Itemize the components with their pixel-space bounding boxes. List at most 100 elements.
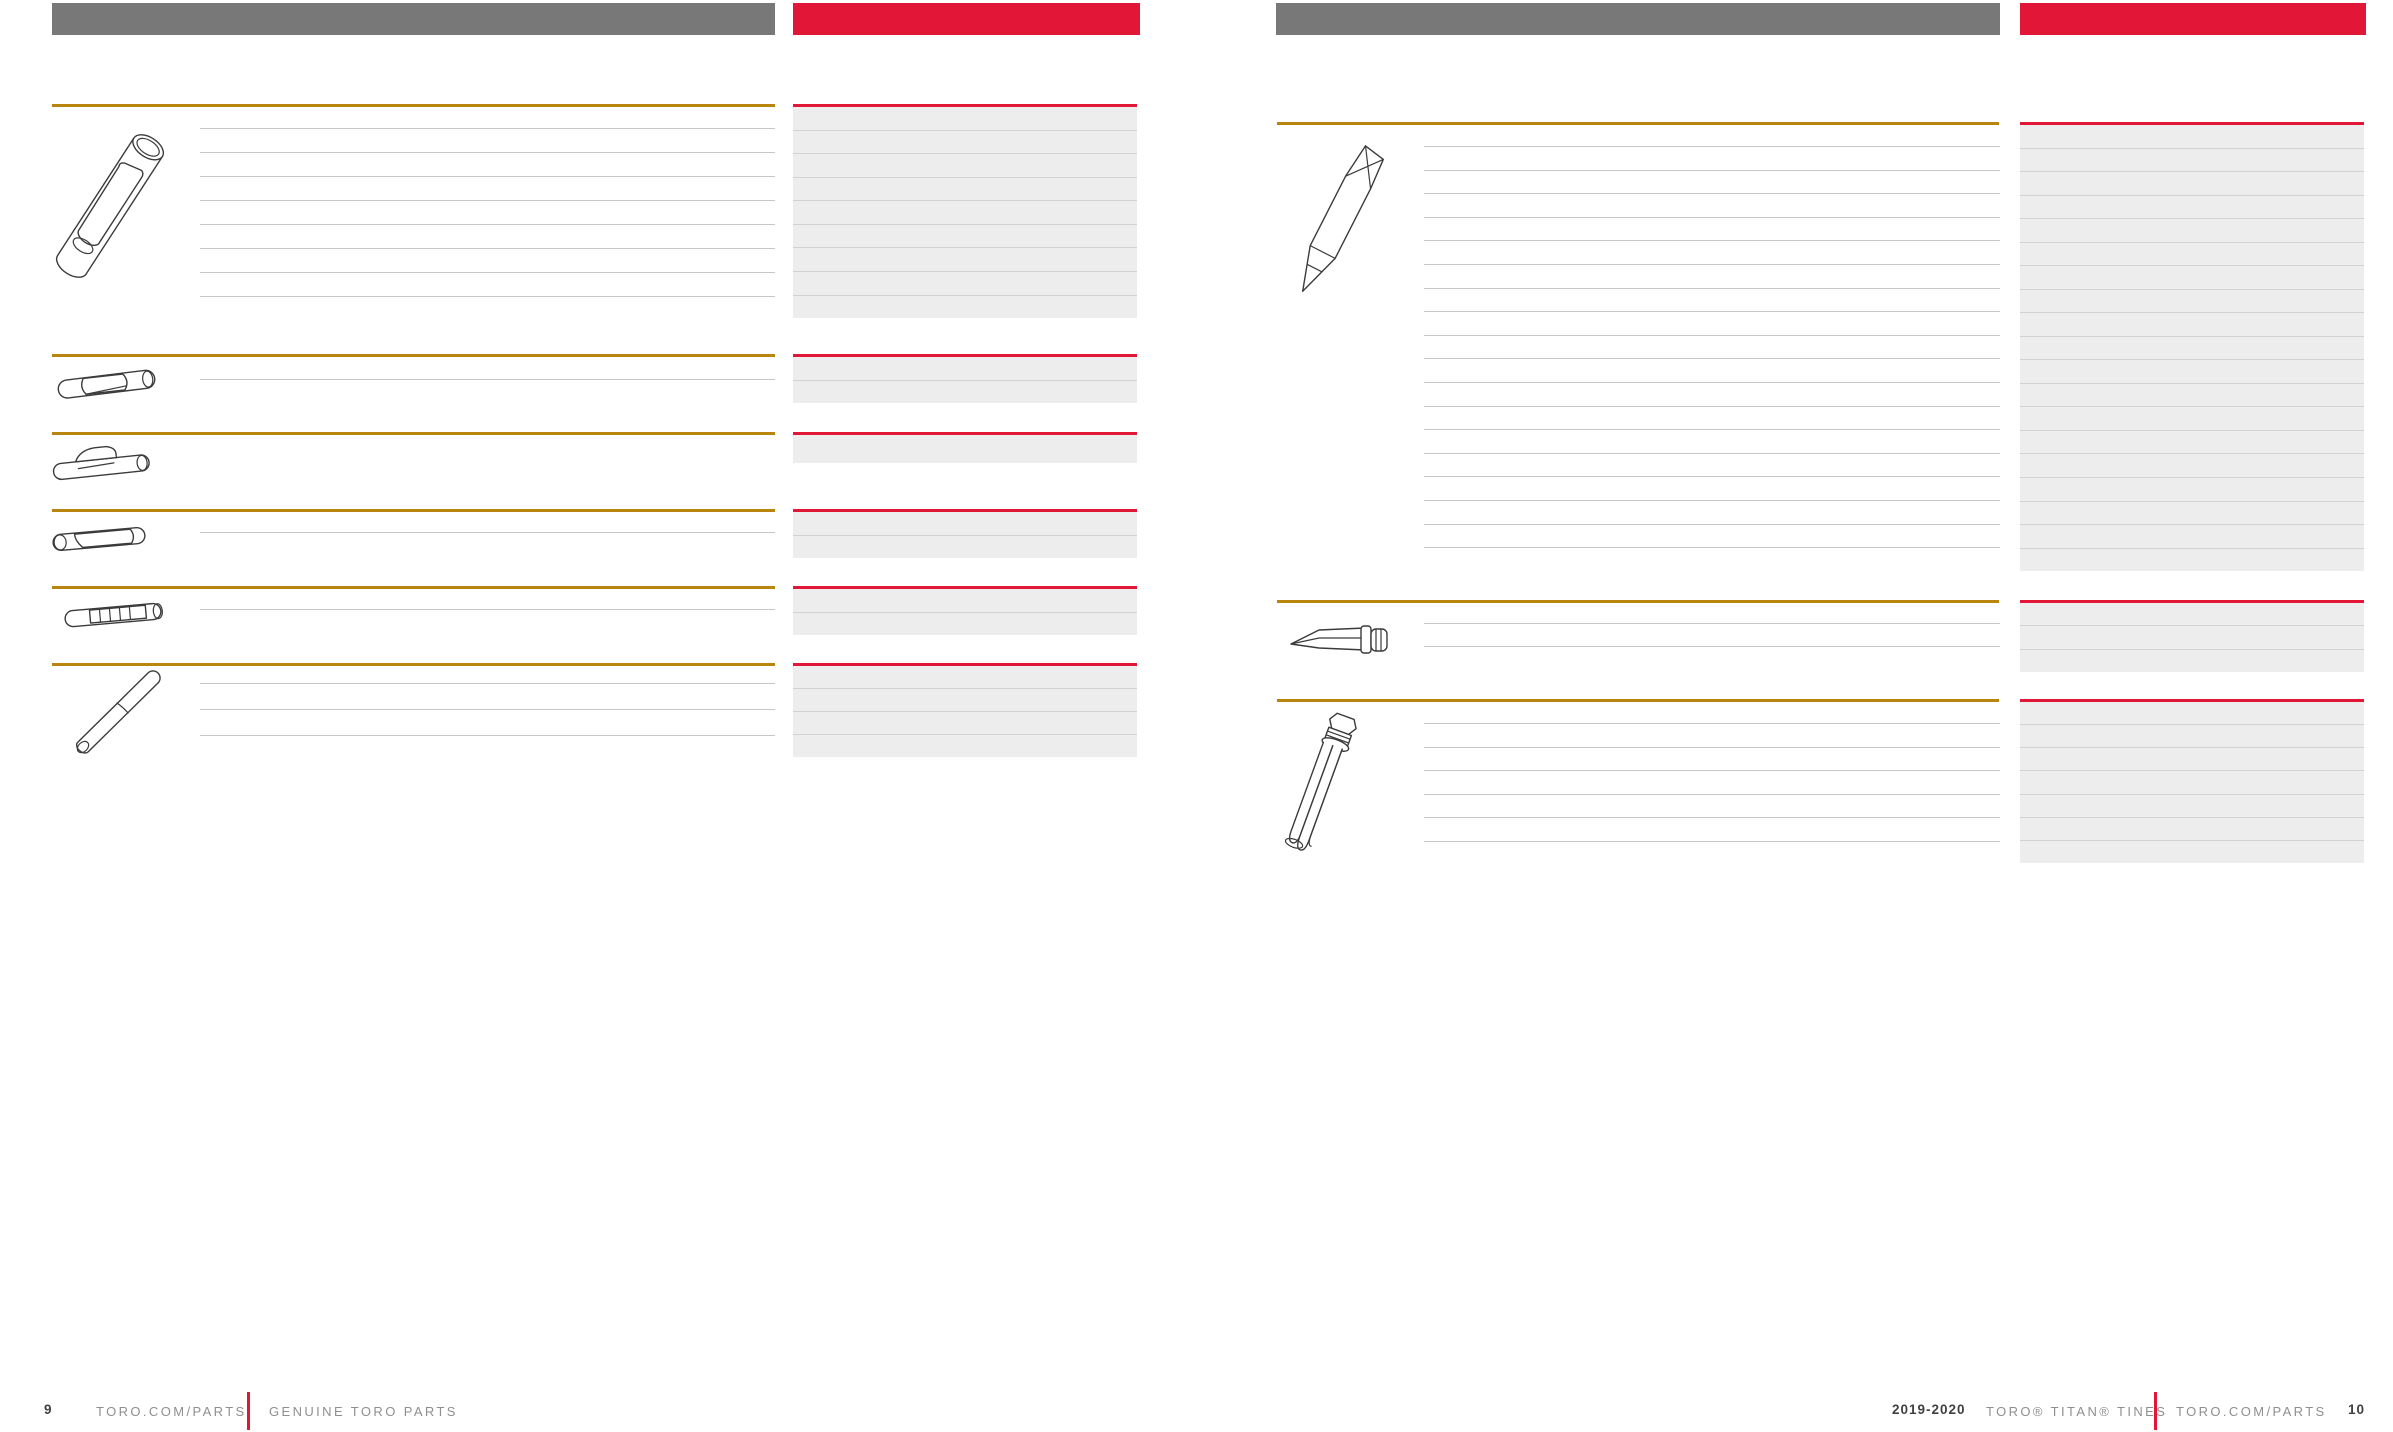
table-row-line [1424, 500, 2000, 501]
hollow-coring-tine-icon [35, 116, 185, 296]
solid-spike-tine-icon [1268, 132, 1403, 307]
table-row-line [1424, 240, 2000, 242]
table-row-line [1424, 452, 2000, 454]
page-number-left: 9 [44, 1402, 53, 1417]
section-rule [1277, 699, 1999, 702]
table-row-line [1424, 793, 2000, 795]
table-row-line [200, 272, 775, 273]
price-panel [793, 663, 1137, 757]
table-row-line [1424, 405, 2000, 407]
footer-site-link-left: TORO.COM/PARTS [96, 1404, 247, 1419]
panel-row [2020, 313, 2364, 337]
table-row-line [200, 176, 775, 177]
side-window-tine-icon [52, 362, 164, 406]
panel-row [2020, 266, 2364, 290]
panel-row [793, 689, 1137, 712]
price-panel [2020, 699, 2364, 863]
parts-table [1424, 146, 2000, 549]
table-row-line [1424, 358, 2000, 360]
panel-row [2020, 702, 2364, 726]
section-rule [52, 509, 775, 512]
panel-row [793, 225, 1137, 249]
panel-row [2020, 748, 2364, 772]
parts-table [200, 128, 775, 297]
parts-table [200, 683, 775, 736]
price-panel [793, 509, 1137, 558]
panel-row [2020, 360, 2364, 384]
panel-row [2020, 337, 2364, 361]
footer-divider-left [247, 1392, 250, 1430]
section-rule [52, 663, 775, 666]
panel-row [793, 512, 1137, 536]
table-row-line [200, 735, 775, 736]
header-bar-red-left [793, 3, 1140, 35]
panel-row [793, 712, 1137, 735]
table-row-line [200, 248, 775, 249]
table-row-line [1424, 334, 2000, 336]
panel-row [2020, 454, 2364, 478]
panel-row [2020, 149, 2364, 173]
table-row-line [200, 224, 775, 225]
table-row-line [1424, 723, 2000, 724]
panel-row [2020, 243, 2364, 267]
panel-row [793, 435, 1137, 463]
table-row-line [1424, 193, 2000, 195]
panel-row [793, 107, 1137, 131]
table-row-line [1424, 523, 2000, 525]
table-row-line [200, 683, 775, 684]
section-rule [1277, 600, 1999, 603]
price-panel [2020, 122, 2364, 571]
panel-row [2020, 431, 2364, 455]
footer-edition: 2019-2020 [1892, 1402, 1966, 1417]
table-row-line [200, 128, 775, 129]
panel-row [793, 178, 1137, 202]
table-row-line [1424, 547, 2000, 549]
panel-row [2020, 603, 2364, 627]
table-row-line [1424, 146, 2000, 147]
footer-catalog-title: TORO® TITAN® TINES [1986, 1404, 2168, 1419]
panel-row [2020, 771, 2364, 795]
parts-table [1424, 723, 2000, 842]
panel-row [2020, 626, 2364, 650]
panel-row [2020, 290, 2364, 314]
slicing-blade-tine-icon [1285, 616, 1395, 664]
table-row-line [200, 709, 775, 710]
panel-row [793, 248, 1137, 272]
panel-row [2020, 525, 2364, 549]
panel-row [2020, 172, 2364, 196]
scoop-tine-icon [48, 440, 158, 488]
parts-table [1424, 623, 2000, 647]
section-rule [1277, 122, 1999, 125]
panel-row [793, 613, 1137, 636]
table-row-line [1424, 770, 2000, 772]
panel-row [793, 357, 1137, 381]
panel-row [793, 536, 1137, 559]
parts-table [200, 532, 775, 533]
table-row-line [200, 609, 775, 610]
parts-table [200, 379, 775, 380]
panel-row [793, 381, 1137, 404]
section-rule [52, 354, 775, 357]
table-row-line [1424, 216, 2000, 218]
panel-row [793, 154, 1137, 178]
header-bar-gray-right [1276, 3, 2000, 35]
table-row-line [200, 379, 775, 380]
needle-tube-tine-icon [66, 666, 161, 761]
parts-table [200, 609, 775, 610]
table-row-line [1424, 382, 2000, 383]
footer-tagline: GENUINE TORO PARTS [269, 1404, 458, 1419]
table-row-line [1424, 264, 2000, 265]
price-panel [793, 354, 1137, 403]
panel-row [793, 131, 1137, 155]
footer-site-link-right: TORO.COM/PARTS [2176, 1404, 2327, 1419]
table-row-line [1424, 841, 2000, 842]
panel-row [793, 735, 1137, 757]
page-number-right: 10 [2348, 1402, 2366, 1417]
table-row-line [1424, 746, 2000, 748]
panel-row [2020, 725, 2364, 749]
header-bar-gray-left [52, 3, 775, 35]
panel-row [2020, 219, 2364, 243]
table-row-line [200, 532, 775, 533]
table-row-line [1424, 429, 2000, 431]
